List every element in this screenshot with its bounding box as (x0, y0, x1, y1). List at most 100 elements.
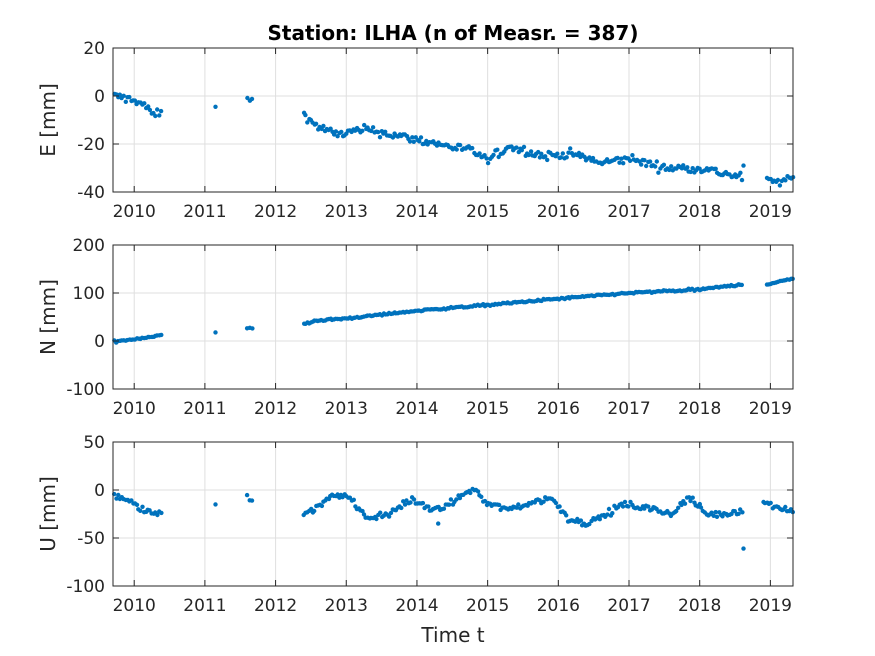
x-tick-label: 2012 (254, 596, 297, 616)
data-point (244, 492, 250, 498)
data-point (528, 149, 534, 154)
panel-up: 2010 2011 2012 2013 2014 2015 2016 2017 2018 2019… (36, 433, 795, 616)
data-point (468, 490, 473, 496)
data-point (713, 166, 718, 171)
x-tick-label: 2016 (537, 202, 580, 222)
y-tick-label: -40 (77, 183, 105, 203)
data-point (361, 512, 367, 517)
y-tick-label: -100 (66, 577, 105, 597)
data-point (587, 155, 592, 160)
data-point (686, 495, 692, 500)
data-point (597, 517, 602, 522)
x-tick-label: 2014 (395, 399, 438, 419)
data-point (420, 500, 426, 506)
x-tick-label: 2012 (254, 202, 297, 222)
x-tick-label: 2018 (678, 596, 721, 616)
data-point (410, 135, 415, 140)
data-point (587, 521, 592, 527)
data-point (378, 510, 383, 515)
data-point (621, 161, 626, 166)
x-tick-label: 2011 (183, 596, 226, 616)
x-tick-label: 2018 (678, 399, 721, 419)
data-point (768, 500, 773, 506)
data-point (426, 504, 431, 509)
data-point (362, 122, 367, 128)
data-point (496, 502, 502, 508)
data-point (688, 498, 693, 504)
data-point (509, 144, 514, 149)
data-point (682, 501, 688, 506)
data-point (401, 499, 406, 504)
data-point (541, 499, 546, 504)
data-point (351, 497, 356, 502)
data-point (622, 499, 628, 505)
data-point (446, 502, 452, 507)
chart-title: Station: ILHA (n of Measr. = 387) (268, 21, 639, 45)
data-point (647, 159, 653, 164)
data-point (157, 113, 162, 118)
y-axis-label: N [mm] (36, 279, 60, 355)
data-point (158, 108, 164, 114)
data-point (388, 510, 394, 516)
data-point (479, 494, 484, 499)
data-point (714, 514, 720, 519)
data-point (127, 94, 132, 100)
data-point (688, 169, 693, 175)
data-point (620, 504, 626, 509)
data-point (159, 332, 164, 338)
data-point (514, 145, 519, 150)
data-point (303, 112, 308, 118)
data-point (615, 155, 620, 161)
data-point (475, 489, 481, 494)
data-point (738, 170, 743, 175)
x-tick-label: 2013 (325, 596, 368, 616)
data-point (134, 502, 140, 507)
data-point (477, 151, 482, 156)
y-tick-label: 200 (73, 236, 105, 256)
data-point (312, 508, 317, 514)
x-tick-label: 2014 (395, 202, 438, 222)
x-tick-label: 2011 (183, 399, 226, 419)
data-point (484, 156, 489, 161)
data-point (360, 128, 365, 133)
data-point (132, 98, 138, 103)
axes-frame (112, 441, 794, 587)
data-point (482, 153, 487, 158)
data-point (321, 123, 326, 129)
data-point (213, 502, 218, 507)
data-point (560, 151, 565, 156)
data-point (617, 160, 622, 165)
axes-frame (112, 47, 794, 193)
y-axis-label: U [mm] (36, 476, 60, 552)
data-point (558, 155, 564, 160)
axes-frame (112, 244, 794, 390)
data-point (537, 155, 543, 160)
data-point (335, 492, 340, 497)
data-point (333, 129, 339, 134)
data-point (159, 510, 164, 516)
data-points (112, 276, 795, 345)
x-tick-label: 2015 (466, 399, 509, 419)
data-point (360, 508, 365, 514)
data-point (399, 505, 404, 511)
data-point (249, 96, 255, 102)
data-point (736, 511, 741, 516)
data-point (408, 500, 413, 505)
data-point (369, 128, 374, 134)
x-tick-label: 2014 (395, 596, 438, 616)
data-point (627, 158, 633, 163)
x-tick-label: 2010 (113, 399, 156, 419)
data-point (685, 165, 690, 170)
data-point (448, 497, 454, 502)
data-point (709, 510, 714, 515)
data-point (249, 498, 255, 503)
data-point (606, 506, 612, 512)
data-point (454, 497, 459, 502)
data-point (564, 155, 569, 160)
data-point (407, 139, 413, 144)
data-point (339, 129, 344, 135)
y-tick-label: 20 (83, 39, 105, 59)
data-point (553, 500, 559, 506)
data-point (610, 511, 615, 516)
data-point (519, 148, 524, 153)
